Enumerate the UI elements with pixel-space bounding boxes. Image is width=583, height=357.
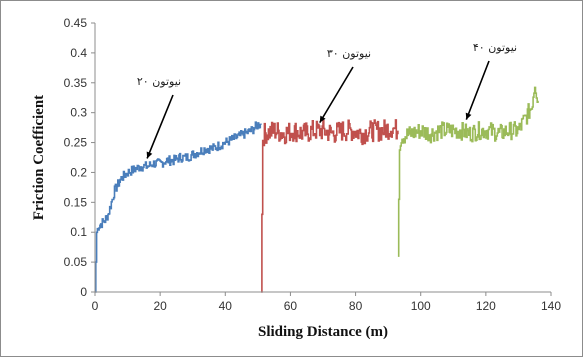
x-tick-label: 80 <box>349 299 363 313</box>
series-line-2 <box>261 119 399 293</box>
x-tick-label: 20 <box>153 299 167 313</box>
annotation-arrow <box>146 94 174 159</box>
series-line-3 <box>397 86 539 257</box>
annotation-arrowhead <box>146 151 153 159</box>
y-tick-label: 0.3 <box>70 106 87 120</box>
y-tick-label: 0.05 <box>64 255 88 269</box>
x-tick-label: 120 <box>476 299 496 313</box>
annotation-label: ۲۰ نیوتون <box>137 75 181 88</box>
y-tick-label: 0 <box>80 285 87 299</box>
annotation-label: ۴۰ نیوتون <box>473 41 517 54</box>
y-tick-label: 0.15 <box>64 195 88 209</box>
x-tick-label: 60 <box>284 299 298 313</box>
y-tick-label: 0.2 <box>70 165 87 179</box>
y-tick-label: 0.4 <box>70 46 87 60</box>
annotation-arrow <box>465 60 490 120</box>
x-tick-label: 140 <box>541 299 561 313</box>
annotation-arrow <box>319 66 354 124</box>
y-axis-label: Friction Coefficient <box>31 95 47 220</box>
y-tick-label: 0.25 <box>64 136 88 150</box>
annotation-arrowhead <box>465 112 472 120</box>
annotations-group: ۲۰ نیوتون ۳۰ نیوتون ۴۰ نیوتون <box>137 41 517 159</box>
axes-group: 0 0.05 0.1 0.15 0.2 0.25 0.3 0.35 0.4 0.45 0 20 40 60… <box>64 16 562 313</box>
series-group <box>95 86 539 293</box>
x-tick-label: 0 <box>92 299 99 313</box>
x-tick-label: 100 <box>411 299 431 313</box>
series-line-1 <box>95 121 262 293</box>
annotation-arrowhead <box>319 115 326 123</box>
y-tick-label: 0.45 <box>64 16 88 30</box>
y-tick-label: 0.1 <box>70 225 87 239</box>
y-tick-label: 0.35 <box>64 76 88 90</box>
x-tick-label: 40 <box>219 299 233 313</box>
annotation-label: ۳۰ نیوتون <box>327 47 371 60</box>
x-axis-label: Sliding Distance (m) <box>258 324 388 340</box>
